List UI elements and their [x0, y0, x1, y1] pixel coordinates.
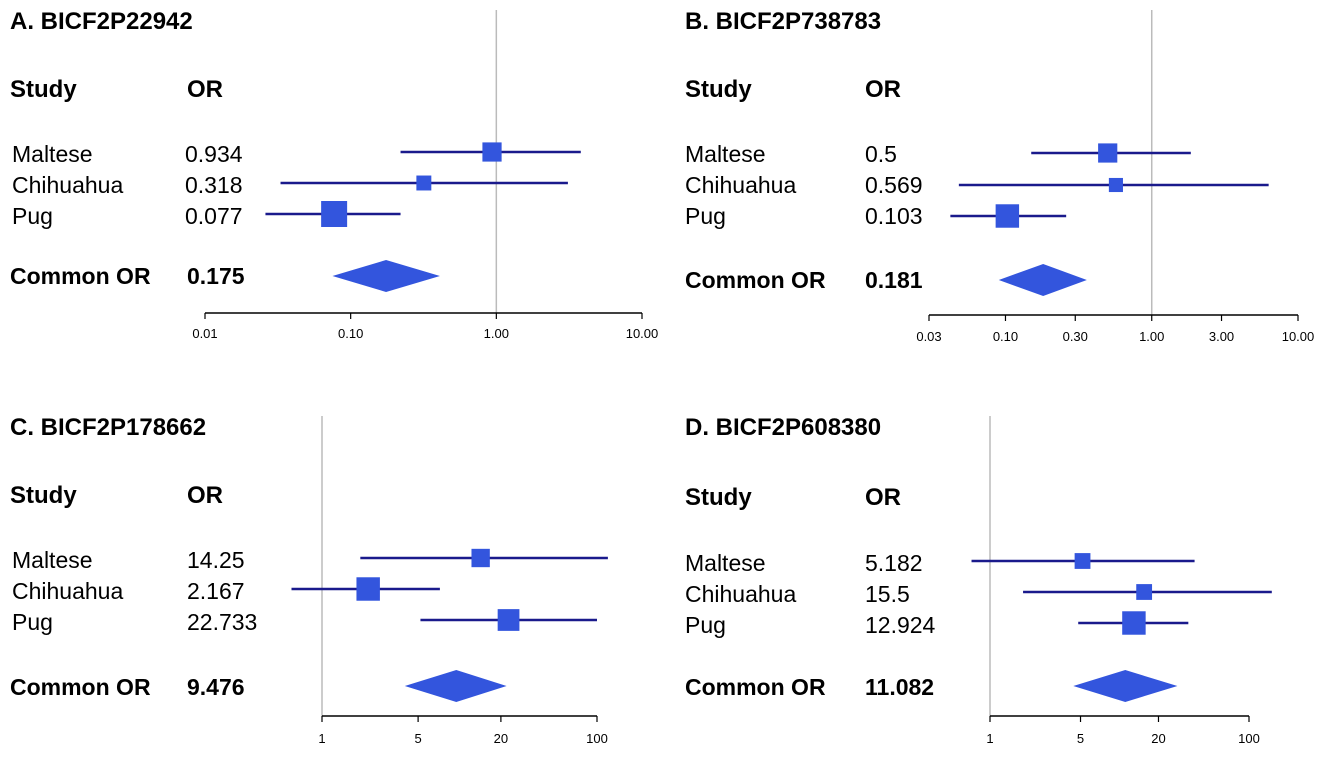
common-or-value: 0.181	[865, 267, 923, 293]
study-marker	[321, 201, 348, 227]
forest-panel-a: A. BICF2P22942 Study OR Maltese 0.934 Ch…	[0, 0, 663, 377]
study-name: Chihuahua	[685, 172, 797, 198]
common-or-label: Common OR	[685, 267, 826, 293]
forest-plot-a: 0.01 0.10 1.00 10.00	[192, 10, 659, 341]
x-tick-label: 3.00	[1209, 329, 1234, 344]
x-tick-label: 0.10	[338, 326, 363, 341]
common-or-diamond	[1073, 670, 1178, 702]
study-marker	[1122, 611, 1146, 635]
common-or-diamond	[332, 260, 440, 292]
study-or-value: 0.077	[185, 203, 243, 229]
study-name: Maltese	[12, 141, 93, 167]
panel-title: C. BICF2P178662	[10, 414, 207, 441]
study-or-value: 0.103	[865, 203, 923, 229]
panel-title: A. BICF2P22942	[10, 8, 193, 35]
x-tick-label: 20	[494, 731, 508, 746]
forest-plot-b: 0.03 0.10 0.30 1.00 3.00 10.00	[916, 10, 1315, 344]
common-or-value: 9.476	[187, 674, 245, 700]
x-tick-label: 0.30	[1063, 329, 1088, 344]
study-or-value: 0.318	[185, 172, 243, 198]
study-marker	[482, 142, 502, 162]
study-name: Chihuahua	[685, 581, 797, 607]
common-or-diamond	[998, 264, 1087, 296]
x-tick-label: 1	[986, 731, 993, 746]
x-tick-label: 100	[1238, 731, 1260, 746]
x-tick-label: 20	[1151, 731, 1165, 746]
study-name: Maltese	[685, 141, 766, 167]
study-name: Maltese	[12, 547, 93, 573]
or-header: OR	[865, 76, 901, 103]
study-name: Pug	[685, 203, 726, 229]
study-header: Study	[10, 482, 77, 509]
or-header: OR	[187, 76, 223, 103]
study-header: Study	[685, 484, 752, 511]
study-marker	[1136, 584, 1153, 600]
forest-plot-c: 1 5 20 100	[291, 416, 608, 746]
study-name: Maltese	[685, 550, 766, 576]
study-or-value: 0.5	[865, 141, 897, 167]
x-tick-label: 5	[1077, 731, 1084, 746]
common-or-label: Common OR	[10, 263, 151, 289]
or-header: OR	[865, 484, 901, 511]
x-tick-label: 10.00	[1282, 329, 1315, 344]
x-tick-label: 0.10	[993, 329, 1018, 344]
study-marker	[416, 175, 432, 191]
common-or-value: 11.082	[865, 674, 935, 700]
common-or-value: 0.175	[187, 263, 245, 289]
x-tick-label: 5	[414, 731, 421, 746]
panel-title: D. BICF2P608380	[685, 414, 882, 441]
study-header: Study	[10, 76, 77, 103]
common-or-diamond	[404, 670, 507, 702]
study-marker	[1098, 143, 1118, 163]
x-tick-label: 1	[318, 731, 325, 746]
study-header: Study	[685, 76, 752, 103]
study-name: Pug	[685, 612, 726, 638]
common-or-label: Common OR	[685, 674, 826, 700]
study-marker	[1074, 553, 1091, 569]
x-tick-label: 100	[586, 731, 608, 746]
study-or-value: 0.934	[185, 141, 243, 167]
study-marker	[471, 548, 490, 568]
study-name: Chihuahua	[12, 172, 124, 198]
study-or-value: 2.167	[187, 578, 245, 604]
study-name: Pug	[12, 609, 53, 635]
study-or-value: 14.25	[187, 547, 245, 573]
x-tick-label: 0.03	[916, 329, 941, 344]
forest-panel-b: B. BICF2P738783 Study OR Maltese 0.5 Chi…	[663, 0, 1326, 377]
study-marker	[356, 577, 380, 601]
study-or-value: 5.182	[865, 550, 923, 576]
x-tick-label: 1.00	[1139, 329, 1164, 344]
x-tick-label: 0.01	[192, 326, 217, 341]
study-name: Pug	[12, 203, 53, 229]
or-header: OR	[187, 482, 223, 509]
study-marker	[995, 204, 1020, 228]
common-or-label: Common OR	[10, 674, 151, 700]
forest-plot-d: 1 5 20 100	[971, 416, 1272, 746]
forest-panel-d: D. BICF2P608380 Study OR Maltese 5.182 C…	[663, 406, 1326, 783]
study-marker	[1108, 177, 1123, 193]
x-tick-label: 10.00	[626, 326, 659, 341]
x-tick-label: 1.00	[484, 326, 509, 341]
panel-title: B. BICF2P738783	[685, 8, 882, 35]
study-or-value: 22.733	[187, 609, 258, 635]
study-marker	[497, 609, 520, 631]
study-or-value: 12.924	[865, 612, 936, 638]
forest-panel-c: C. BICF2P178662 Study OR Maltese 14.25 C…	[0, 406, 663, 783]
study-name: Chihuahua	[12, 578, 124, 604]
study-or-value: 15.5	[865, 581, 910, 607]
study-or-value: 0.569	[865, 172, 923, 198]
